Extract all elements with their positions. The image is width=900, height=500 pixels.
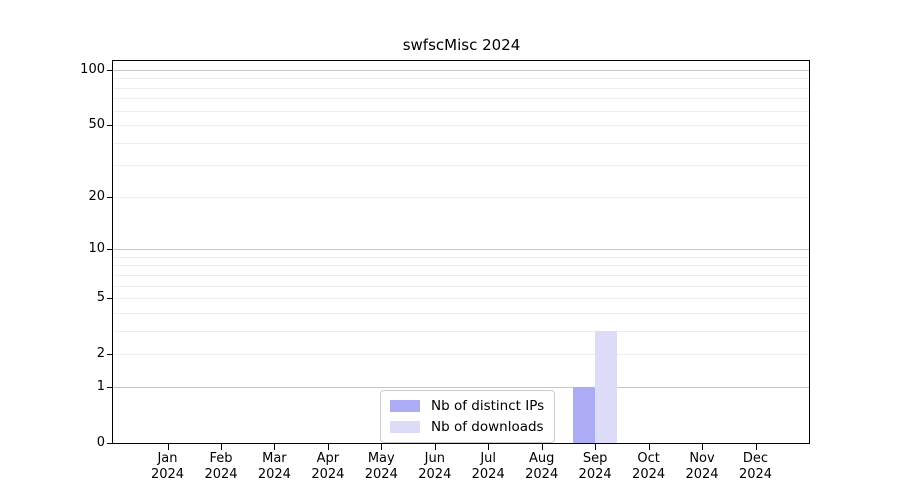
x-tick-label: Jul 2024: [461, 451, 515, 483]
legend-label: Nb of downloads: [431, 419, 544, 435]
x-tick-month: Mar: [262, 451, 287, 466]
y-tick-label: 10: [88, 241, 105, 257]
minor-gridline: [113, 274, 810, 276]
minor-gridline: [113, 196, 810, 198]
x-tick-year: 2024: [685, 467, 719, 482]
minor-gridline: [113, 165, 810, 167]
minor-gridline: [113, 298, 810, 300]
bar-nb-of-distinct-ips: [573, 386, 596, 443]
legend-entry: Nb of distinct IPs: [390, 398, 544, 414]
minor-gridline: [113, 330, 810, 332]
x-tick-mark: [702, 444, 703, 450]
y-tick-mark: [107, 443, 113, 444]
x-tick-mark: [221, 444, 222, 450]
minor-gridline: [113, 354, 810, 356]
legend-entry: Nb of downloads: [390, 419, 544, 435]
x-tick-mark: [595, 444, 597, 450]
x-tick-month: Sep: [582, 451, 608, 466]
legend-swatch: [390, 421, 420, 433]
y-tick-mark: [107, 249, 113, 251]
minor-gridline: [113, 125, 810, 127]
minor-gridline: [113, 87, 810, 89]
legend: Nb of distinct IPs Nb of downloads: [380, 390, 556, 443]
major-gridline: [113, 386, 810, 388]
x-tick-mark: [541, 444, 543, 450]
y-tick-mark: [107, 196, 113, 198]
x-tick-label: Mar 2024: [247, 451, 301, 483]
x-tick-year: 2024: [257, 467, 291, 482]
x-tick-label: Dec 2024: [729, 451, 783, 483]
x-tick-month: May: [367, 451, 395, 466]
x-tick-year: 2024: [738, 467, 773, 482]
x-tick-year: 2024: [525, 467, 559, 482]
x-tick-label: Jun 2024: [408, 451, 462, 483]
y-tick-label: 50: [88, 117, 105, 133]
x-tick-month: Oct: [637, 451, 660, 466]
x-tick-month: Feb: [209, 451, 233, 466]
minor-gridline: [113, 110, 810, 112]
major-gridline: [113, 69, 810, 71]
x-tick-year: 2024: [364, 467, 398, 482]
x-tick-month: Dec: [742, 451, 769, 466]
x-tick-mark: [327, 444, 329, 450]
minor-gridline: [113, 312, 810, 314]
x-tick-label: Feb 2024: [194, 451, 248, 483]
minor-gridline: [113, 265, 810, 267]
x-tick-label: Jan 2024: [141, 451, 195, 483]
y-tick-label: 0: [96, 435, 105, 450]
major-gridline: [113, 249, 810, 251]
y-tick-mark: [107, 125, 113, 127]
y-tick-label: 1: [96, 378, 105, 394]
x-tick-year: 2024: [471, 467, 505, 482]
x-tick-year: 2024: [632, 467, 666, 482]
minor-gridline: [113, 142, 810, 144]
y-tick-mark: [107, 386, 113, 388]
x-tick-month: Nov: [689, 451, 715, 466]
y-tick-label: 100: [80, 61, 105, 77]
x-tick-mark: [167, 444, 169, 450]
y-tick-mark: [107, 354, 113, 356]
x-tick-year: 2024: [418, 467, 452, 482]
x-tick-month: Jun: [424, 451, 445, 466]
y-tick-label: 2: [96, 346, 105, 362]
x-tick-mark: [381, 444, 383, 450]
x-tick-month: Aug: [528, 451, 555, 466]
minor-gridline: [113, 98, 810, 100]
x-tick-month: Apr: [316, 451, 340, 466]
x-tick-month: Jan: [157, 451, 178, 466]
x-tick-mark: [274, 444, 276, 450]
x-tick-label: Aug 2024: [515, 451, 569, 483]
x-tick-year: 2024: [204, 467, 238, 482]
x-tick-label: Apr 2024: [301, 451, 355, 483]
x-tick-year: 2024: [578, 467, 612, 482]
bar-nb-of-downloads: [595, 330, 618, 443]
minor-gridline: [113, 78, 810, 80]
y-tick-mark: [107, 298, 113, 300]
y-tick-label: 5: [96, 290, 105, 306]
x-tick-mark: [755, 444, 757, 450]
x-tick-year: 2024: [150, 467, 185, 482]
x-tick-label: Sep 2024: [568, 451, 622, 483]
x-tick-month: Jul: [480, 451, 497, 466]
legend-label: Nb of distinct IPs: [431, 398, 545, 414]
y-tick-mark: [107, 69, 113, 71]
x-tick-mark: [488, 444, 490, 450]
x-tick-label: Oct 2024: [622, 451, 676, 483]
chart-title: swfscMisc 2024: [402, 36, 521, 54]
x-tick-mark: [434, 444, 436, 450]
x-tick-mark: [648, 444, 650, 450]
y-tick-label: 20: [88, 188, 105, 204]
minor-gridline: [113, 256, 810, 258]
x-tick-label: Nov 2024: [675, 451, 729, 483]
x-tick-year: 2024: [311, 467, 345, 482]
x-tick-label: May 2024: [354, 451, 408, 483]
legend-swatch: [390, 400, 420, 412]
minor-gridline: [113, 285, 810, 287]
